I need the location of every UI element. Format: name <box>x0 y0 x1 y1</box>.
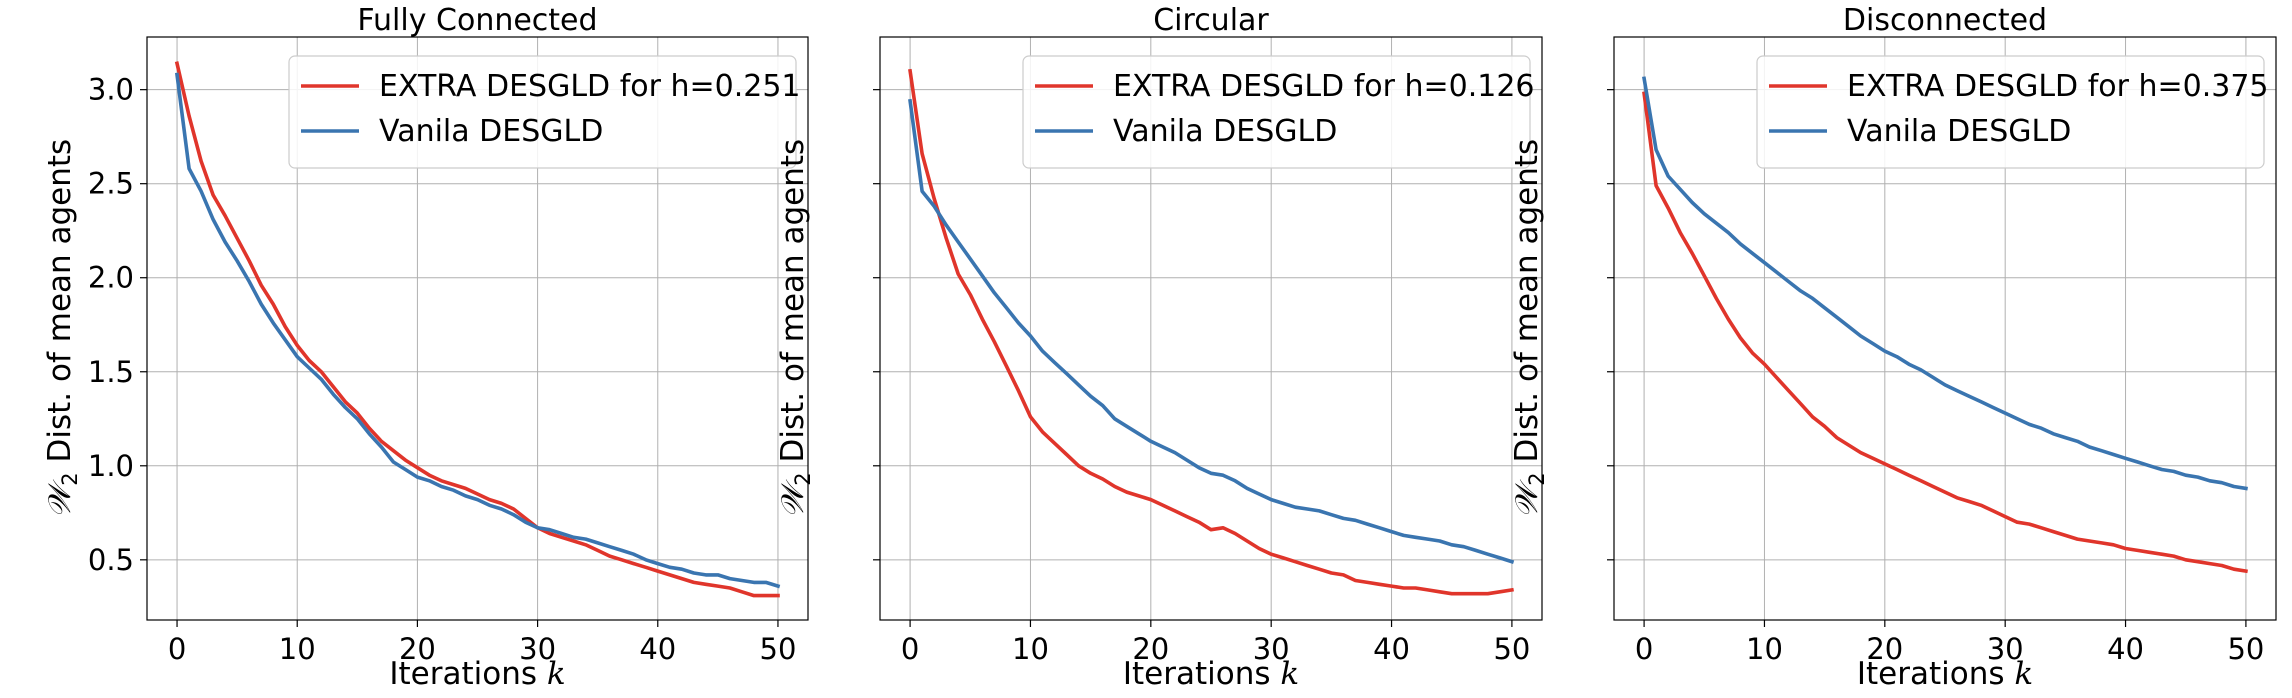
y-tick-label: 2.0 <box>88 261 134 295</box>
axes-frame <box>146 36 809 621</box>
x-tick-label: 10 <box>1012 632 1049 666</box>
axes-frame <box>879 36 1543 621</box>
series-line-1 <box>174 72 781 589</box>
x-tick-label: 0 <box>1635 632 1653 666</box>
legend: EXTRA DESGLD for h=0.126 Vanila DESGLD <box>1022 55 1535 169</box>
y-axis-label: 𝒲2 Dist. of mean agents <box>42 139 82 518</box>
x-tick-label: 40 <box>2107 632 2144 666</box>
x-tick-label: 50 <box>760 632 797 666</box>
x-axis-label: Iterations k <box>1123 656 1299 692</box>
series-line-0 <box>908 68 1514 596</box>
series-line-0 <box>1642 91 2248 574</box>
series-line-1 <box>1642 76 2248 491</box>
x-tick-label: 0 <box>168 632 186 666</box>
legend-box <box>288 55 797 169</box>
chart-title: Disconnected <box>1843 3 2047 38</box>
x-tick-label: 10 <box>1746 632 1783 666</box>
x-tick-label: 50 <box>1493 632 1530 666</box>
legend-label-1: Vanila DESGLD <box>1847 114 2071 149</box>
series-line-0 <box>174 61 780 598</box>
legend-label-0: EXTRA DESGLD for h=0.126 <box>1113 69 1535 104</box>
x-tick-label: 30 <box>1253 632 1290 666</box>
y-tick-label: 3.0 <box>88 73 134 107</box>
x-tick-label: 50 <box>2227 632 2264 666</box>
chart-panel-0: 0 10 20 30 40 50 0.5 1.0 1.5 2.0 2.5 3.0 Fully Conne… <box>42 3 809 692</box>
y-tick-label: 1.5 <box>88 355 134 389</box>
axes-frame <box>1613 36 2277 621</box>
x-tick-label: 30 <box>519 632 556 666</box>
chart-panel-2: 0 10 20 30 40 50 Disconnected Iterations k 𝒲2 Di… <box>1509 3 2277 692</box>
x-tick-label: 20 <box>399 632 436 666</box>
y-tick-label: 0.5 <box>88 543 134 577</box>
legend: EXTRA DESGLD for h=0.375 Vanila DESGLD <box>1756 55 2269 169</box>
x-tick-label: 10 <box>279 632 316 666</box>
x-axis-label: Iterations k <box>1857 656 2033 692</box>
y-axis-label: 𝒲2 Dist. of mean agents <box>1509 139 1549 518</box>
legend-box <box>1022 55 1531 169</box>
legend-label-1: Vanila DESGLD <box>379 114 603 149</box>
x-axis-label: Iterations k <box>389 656 565 692</box>
legend-label-0: EXTRA DESGLD for h=0.251 <box>379 69 801 104</box>
x-tick-label: 40 <box>639 632 676 666</box>
x-tick-label: 20 <box>1866 632 1903 666</box>
chart-title: Circular <box>1153 3 1269 38</box>
legend-label-0: EXTRA DESGLD for h=0.375 <box>1847 69 2269 104</box>
legend-label-1: Vanila DESGLD <box>1113 114 1337 149</box>
y-axis-label: 𝒲2 Dist. of mean agents <box>775 139 815 518</box>
x-tick-label: 0 <box>901 632 919 666</box>
x-tick-label: 40 <box>1373 632 1410 666</box>
y-tick-label: 1.0 <box>88 449 134 483</box>
series-line-1 <box>908 98 1515 564</box>
legend: EXTRA DESGLD for h=0.251 Vanila DESGLD <box>288 55 801 169</box>
legend-box <box>1756 55 2265 169</box>
chart-title: Fully Connected <box>357 3 597 38</box>
x-tick-label: 30 <box>1987 632 2024 666</box>
chart-panel-1: 0 10 20 30 40 50 Circular Iterations k 𝒲2 Dist. … <box>775 3 1543 692</box>
y-tick-label: 2.5 <box>88 167 134 201</box>
x-tick-label: 20 <box>1132 632 1169 666</box>
